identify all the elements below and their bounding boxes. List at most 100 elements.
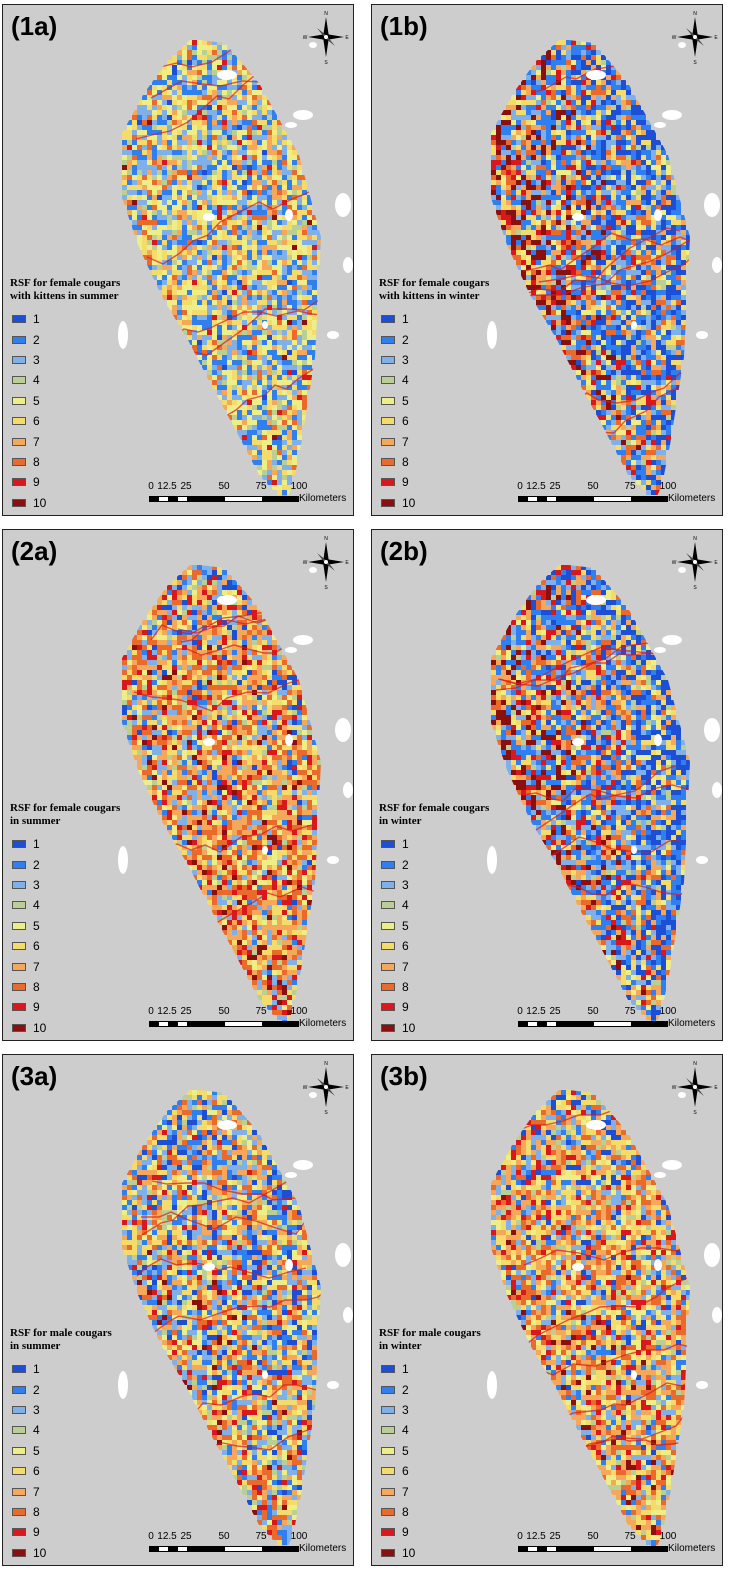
legend-label: 8 [402, 454, 409, 469]
lake [335, 718, 351, 742]
scale-tick-label: 25 [180, 481, 192, 492]
legend-label: 8 [402, 1504, 409, 1519]
compass-letter: E [714, 35, 718, 41]
scale-tick-label: 100 [290, 1531, 308, 1542]
scale-tick-label: 50 [218, 1006, 230, 1017]
legend-swatch [381, 880, 395, 889]
compass-letter: S [693, 60, 697, 65]
panel-label: (3b) [380, 1061, 428, 1091]
compass-letter: S [324, 60, 328, 65]
scale-segment [547, 497, 556, 501]
legend-item: 1 [379, 309, 489, 329]
legend-label: 2 [33, 857, 40, 872]
legend-item: 8 [10, 977, 120, 997]
legend-item: 5 [379, 391, 489, 411]
legend-item: 5 [379, 1441, 481, 1461]
legend-item: 10 [10, 1543, 112, 1563]
lake [487, 1371, 497, 1399]
legend-label: 1 [33, 312, 40, 327]
scale-tick-label: 0 [517, 481, 523, 492]
scale-tick-label: 50 [587, 1006, 599, 1017]
legend-label: 10 [402, 1545, 416, 1560]
legend-swatch [381, 1426, 395, 1435]
legend-swatch [381, 315, 395, 324]
legend-title: RSF for male cougars in winter [379, 1327, 481, 1353]
legend-title-line: in summer [10, 1340, 61, 1352]
legend-item: 2 [10, 329, 120, 349]
legend-swatch [12, 355, 26, 364]
legend-item: 4 [379, 895, 489, 915]
legend-swatch [12, 962, 26, 971]
legend-label: 3 [402, 352, 409, 367]
legend-item: 8 [379, 452, 489, 472]
legend-item: 3 [10, 350, 120, 370]
legend-label: 9 [33, 1000, 40, 1015]
lake [704, 1243, 720, 1267]
scale-segment [225, 1547, 262, 1551]
legend-item: 6 [10, 1461, 112, 1481]
north-arrow-icon: N E S W [303, 1061, 349, 1115]
legend-label: 3 [33, 877, 40, 892]
legend-item: 7 [379, 431, 489, 451]
legend-swatch [12, 417, 26, 426]
legend-item: 5 [10, 916, 120, 936]
scale-bar-graphic [149, 1546, 299, 1552]
legend-label: 4 [33, 1423, 40, 1438]
legend-swatch [381, 942, 395, 951]
scale-segment [594, 1022, 631, 1026]
scale-segment [528, 497, 537, 501]
legend-item: 3 [10, 1400, 112, 1420]
legend-label: 2 [33, 1382, 40, 1397]
scale-segment [178, 1022, 187, 1026]
scale-tick-label: 75 [624, 1531, 636, 1542]
legend-item: 1 [379, 1359, 481, 1379]
legend-swatch [12, 437, 26, 446]
compass-letter: S [693, 585, 697, 590]
legend-swatch [381, 376, 395, 385]
map-panel: (2b) N E S W RSF for female cougars in winter 1… [371, 529, 723, 1041]
legend-item: 9 [379, 1522, 481, 1542]
study-area [122, 39, 321, 500]
legend-label: 10 [402, 495, 416, 510]
legend-title-line: in summer [10, 815, 61, 827]
lake [118, 1371, 128, 1399]
compass-letter: E [345, 35, 349, 41]
study-area [122, 565, 321, 1025]
scale-tick-label: 75 [255, 1006, 267, 1017]
rsf-map [372, 5, 722, 515]
legend-item: 6 [10, 411, 120, 431]
scale-segment [159, 1022, 168, 1026]
legend-swatch [381, 498, 395, 507]
legend-label: 8 [402, 979, 409, 994]
scale-segment [178, 497, 187, 501]
scale-tick-label: 25 [549, 1006, 561, 1017]
legend-label: 8 [33, 454, 40, 469]
scale-tick-label: 12.5 [526, 481, 546, 492]
legend-label: 7 [402, 959, 409, 974]
scale-segment [528, 1022, 537, 1026]
legend-swatch [12, 1385, 26, 1394]
legend-swatch [381, 860, 395, 869]
legend-swatch [12, 478, 26, 487]
legend-swatch [12, 921, 26, 930]
legend-item: 7 [10, 1481, 112, 1501]
legend-item: 10 [10, 493, 120, 513]
legend-item: 6 [379, 411, 489, 431]
legend: RSF for female cougars in winter 1 2 3 4 5 6 7 8 9… [379, 802, 489, 1038]
scale-tick-label: 50 [587, 1531, 599, 1542]
scale-tick-label: 100 [659, 481, 677, 492]
scale-tick-label: 12.5 [526, 1006, 546, 1017]
legend-item: 10 [379, 1543, 481, 1563]
lake [678, 42, 686, 48]
scale-bar-graphic [149, 1021, 299, 1027]
scale-unit: Kilometers [668, 1543, 716, 1554]
lake [309, 42, 317, 48]
legend-swatch [381, 396, 395, 405]
legend-swatch [12, 840, 26, 849]
legend-item: 7 [379, 956, 489, 976]
scale-segment [178, 1547, 187, 1551]
scale-tick-label: 50 [218, 481, 230, 492]
scale-tick-label: 100 [659, 1531, 677, 1542]
scale-tick-label: 75 [624, 481, 636, 492]
legend-item: 3 [379, 1400, 481, 1420]
